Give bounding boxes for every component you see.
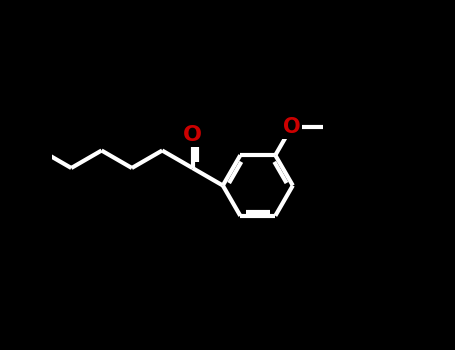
Text: O: O	[183, 125, 202, 145]
Text: O: O	[283, 117, 300, 137]
